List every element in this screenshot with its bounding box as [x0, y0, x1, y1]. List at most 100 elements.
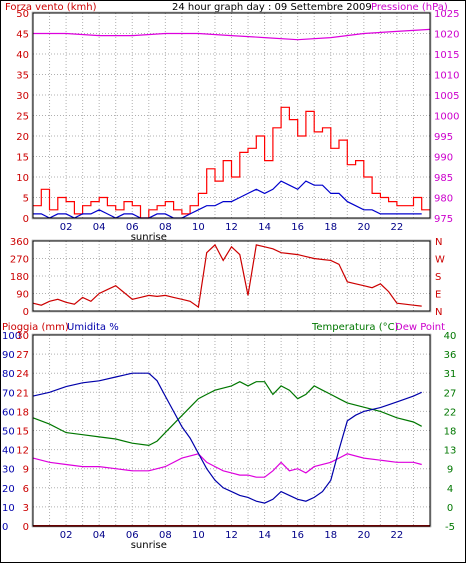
rain-tick-label: 0	[23, 522, 29, 533]
direction-compass-label: E	[435, 290, 441, 301]
rain-axis-label: Pioggia (mm)	[2, 322, 69, 333]
rain-tick-label: 18	[16, 407, 29, 418]
wind-x-tick-label: 14	[258, 222, 271, 233]
direction-left-tick-label: 90	[16, 290, 29, 301]
rain-x-tick-label: 18	[324, 530, 337, 541]
direction-compass-label: N	[435, 307, 442, 318]
wind-x-tick-label: 08	[159, 222, 172, 233]
wind-left-tick-label: 25	[16, 112, 29, 123]
rain-tick-label: 24	[16, 369, 29, 380]
wind-left-tick-label: 50	[16, 9, 29, 20]
rain-x-tick-label: 22	[391, 530, 404, 541]
wind-x-tick-label: 06	[126, 222, 139, 233]
rain-x-tick-label: 10	[192, 530, 205, 541]
chart-title: 24 hour graph day : 09 Settembre 2009	[172, 2, 372, 13]
rain-x-tick-label: 12	[225, 530, 238, 541]
rain-plot-shadow	[31, 333, 432, 528]
pressure-right-tick-label: 975	[434, 214, 453, 225]
pressure-right-tick-label: 980	[434, 194, 453, 205]
rain-x-tick-label: 16	[291, 530, 304, 541]
direction-left-tick-label: 0	[23, 307, 29, 318]
rain-x-tick-label: 20	[357, 530, 370, 541]
humidity-tick-label: 30	[2, 465, 15, 476]
temperature-tick-label: 22	[444, 407, 457, 418]
temperature-tick-label: 36	[444, 350, 457, 361]
rain-x-tick-label: 04	[93, 530, 106, 541]
dewpoint-series	[32, 453, 422, 478]
humidity-tick-label: 40	[2, 446, 15, 457]
direction-left-tick-label: 270	[10, 255, 29, 266]
humidity-axis-label: Umidita %	[67, 322, 119, 333]
wind-gust-series	[33, 106, 430, 219]
wind-left-tick-label: 20	[16, 132, 29, 143]
direction-plot-frame	[32, 240, 431, 312]
temperature-series	[32, 381, 422, 447]
temperature-tick-label: 31	[444, 369, 457, 380]
sunrise-label: sunrise	[131, 232, 167, 243]
direction-compass-label: S	[435, 272, 441, 283]
humidity-tick-label: 60	[2, 407, 15, 418]
pressure-axis-label: Pressione (hPa)	[371, 2, 448, 13]
wind-left-tick-label: 30	[16, 91, 29, 102]
direction-compass-label: N	[435, 237, 442, 248]
wind-left-tick-label: 5	[23, 194, 29, 205]
wind-left-tick-label: 35	[16, 71, 29, 82]
humidity-tick-label: 90	[2, 350, 15, 361]
humidity-tick-label: 70	[2, 388, 15, 399]
rain-tick-label: 12	[16, 446, 29, 457]
pressure-right-tick-label: 1010	[434, 71, 459, 82]
rain-x-tick-label: 02	[60, 530, 73, 541]
direction-compass-label: W	[435, 255, 445, 266]
humidity-tick-label: 100	[2, 331, 21, 342]
wind-left-tick-label: 40	[16, 50, 29, 61]
rain-tick-label: 21	[16, 388, 29, 399]
pressure-right-tick-label: 985	[434, 173, 453, 184]
temperature-axis-label: Temperatura (°C)	[311, 322, 399, 333]
rain-tick-label: 3	[23, 503, 29, 514]
wind-plot-frame	[32, 12, 431, 219]
temperature-tick-label: 13	[444, 446, 457, 457]
rain-x-tick-label: 14	[258, 530, 271, 541]
temperature-tick-label: 27	[444, 388, 457, 399]
pressure-right-tick-label: 1015	[434, 50, 459, 61]
wind-left-tick-label: 45	[16, 30, 29, 41]
temperature-tick-label: 18	[444, 427, 457, 438]
rain-tick-label: 30	[16, 331, 29, 342]
wind-x-tick-label: 10	[192, 222, 205, 233]
pressure-right-tick-label: 1005	[434, 91, 459, 102]
wind-x-tick-label: 18	[324, 222, 337, 233]
wind-x-tick-label: 16	[291, 222, 304, 233]
temperature-tick-label: 4	[447, 484, 453, 495]
humidity-tick-label: 50	[2, 427, 15, 438]
pressure-right-tick-label: 990	[434, 153, 453, 164]
pressure-right-tick-label: 1000	[434, 112, 459, 123]
wind-x-tick-label: 04	[93, 222, 106, 233]
wind-x-tick-label: 12	[225, 222, 238, 233]
rain-tick-label: 27	[16, 350, 29, 361]
direction-left-tick-label: 180	[10, 272, 29, 283]
pressure-right-tick-label: 1025	[434, 9, 459, 20]
temperature-tick-label: 9	[447, 465, 453, 476]
wind-x-tick-label: 02	[60, 222, 73, 233]
temperature-tick-label: 40	[444, 331, 457, 342]
wind-direction-series	[32, 243, 422, 309]
rain-x-tick-label: 06	[126, 530, 139, 541]
wind-left-tick-label: 10	[16, 173, 29, 184]
rain-tick-label: 9	[23, 465, 29, 476]
rain-x-tick-label: 08	[159, 530, 172, 541]
direction-left-tick-label: 360	[10, 237, 29, 248]
temperature-tick-label: 0	[447, 503, 453, 514]
humidity-tick-label: 20	[2, 484, 15, 495]
wind-average-series	[33, 180, 422, 219]
rain-tick-label: 6	[23, 484, 29, 495]
sunrise-label: sunrise	[131, 540, 167, 551]
temperature-tick-label: -5	[445, 522, 455, 533]
pressure-right-tick-label: 995	[434, 132, 453, 143]
wind-x-tick-label: 22	[391, 222, 404, 233]
dewpoint-axis-label: Dew Point	[395, 322, 445, 333]
wind-plot-shadow	[31, 11, 432, 220]
wind-axis-label: Forza vento (kmh)	[5, 2, 97, 13]
